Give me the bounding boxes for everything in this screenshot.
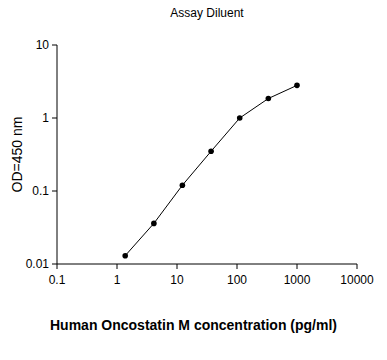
chart-container: Assay Diluent 0.01 0.1 1 10 0.1 1 10 100 1000 1000… xyxy=(0,0,387,360)
data-point xyxy=(208,148,214,154)
y-tick-label: 10 xyxy=(36,38,50,52)
y-axis-label: OD=450 nm xyxy=(9,117,25,193)
y-axis xyxy=(57,45,58,264)
y-tick xyxy=(52,45,57,46)
x-tick-label: 1000 xyxy=(284,273,311,287)
plot-area xyxy=(122,83,299,259)
x-axis-label: Human Oncostatin M concentration (pg/ml) xyxy=(50,317,337,333)
x-tick-label: 100 xyxy=(227,273,247,287)
x-tick xyxy=(237,264,238,269)
data-point xyxy=(237,115,243,121)
x-tick xyxy=(297,264,298,269)
x-tick xyxy=(117,264,118,269)
data-point xyxy=(151,221,157,227)
y-tick-label: 0.1 xyxy=(32,184,49,198)
x-axis xyxy=(57,264,357,265)
data-point xyxy=(122,253,128,259)
data-point xyxy=(294,83,300,89)
data-point xyxy=(266,96,272,102)
y-tick xyxy=(52,264,57,265)
x-tick xyxy=(177,264,178,269)
y-tick-label: 0.01 xyxy=(26,257,50,271)
chart: Assay Diluent 0.01 0.1 1 10 0.1 1 10 100 1000 1000… xyxy=(0,0,387,360)
x-tick xyxy=(357,264,358,269)
y-tick xyxy=(52,118,57,119)
y-tick xyxy=(52,191,57,192)
title: Assay Diluent xyxy=(170,6,244,20)
x-tick-label: 10 xyxy=(170,273,184,287)
data-line xyxy=(125,85,297,255)
y-tick-label: 1 xyxy=(42,111,49,125)
data-point xyxy=(180,182,186,188)
x-tick-label: 10000 xyxy=(340,273,374,287)
x-tick xyxy=(57,264,58,269)
x-tick-label: 1 xyxy=(114,273,121,287)
x-tick-label: 0.1 xyxy=(49,273,66,287)
